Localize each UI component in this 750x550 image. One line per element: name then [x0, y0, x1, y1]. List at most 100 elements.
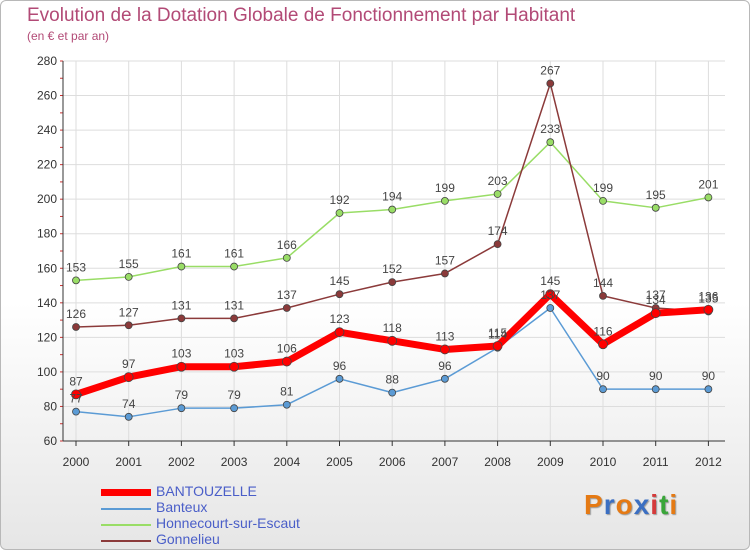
data-label-gonnelieu-2002: 131: [171, 298, 191, 312]
data-label-bantouzelle-2007: 113: [435, 329, 454, 343]
y-tick-label-180: 180: [37, 227, 57, 241]
data-label-honnecourt-sur-escaut-2004: 166: [277, 238, 297, 252]
point-honnecourt-sur-escaut-2008: [493, 190, 502, 198]
data-label-banteux-2010: 90: [596, 369, 610, 383]
data-label-bantouzelle-2004: 106: [277, 342, 297, 356]
legend-swatch-gonnelieu: [101, 540, 151, 542]
point-honnecourt-sur-escaut-2007: [440, 197, 449, 205]
data-label-gonnelieu-2005: 145: [329, 274, 349, 288]
point-banteux-2005: [335, 374, 344, 383]
point-honnecourt-sur-escaut-2010: [599, 197, 607, 205]
x-tick-label-2008: 2008: [484, 455, 511, 469]
x-tick-label-2011: 2011: [643, 455, 669, 469]
data-label-honnecourt-sur-escaut-2002: 161: [171, 247, 191, 261]
data-label-banteux-2006: 88: [386, 373, 400, 387]
point-bantouzelle-2006: [387, 335, 398, 346]
point-banteux-2004: [282, 400, 291, 409]
point-gonnelieu-2008: [493, 240, 502, 248]
point-banteux-2001: [124, 412, 133, 421]
data-label-honnecourt-sur-escaut-2006: 194: [382, 190, 402, 204]
x-tick-label-2005: 2005: [326, 455, 353, 469]
data-label-honnecourt-sur-escaut-2007: 199: [435, 181, 455, 195]
point-bantouzelle-2003: [229, 361, 240, 372]
x-tick-label-2012: 2012: [695, 455, 722, 469]
y-tick-label-260: 260: [37, 89, 57, 103]
point-honnecourt-sur-escaut-2009: [546, 138, 555, 147]
point-bantouzelle-2007: [439, 344, 450, 355]
y-tick-label-60: 60: [44, 434, 58, 448]
legend-label-bantouzelle: BANTOUZELLE: [156, 483, 257, 499]
legend-swatch-bantouzelle: [101, 489, 151, 496]
y-tick-label-160: 160: [37, 261, 57, 275]
point-honnecourt-sur-escaut-2005: [335, 209, 344, 217]
point-bantouzelle-2002: [176, 361, 187, 372]
point-banteux-2007: [440, 374, 449, 383]
data-label-banteux-2011: 90: [649, 369, 663, 383]
point-honnecourt-sur-escaut-2001: [124, 273, 133, 281]
point-banteux-2006: [388, 388, 397, 397]
data-label-gonnelieu-2012: 135: [698, 291, 718, 305]
data-label-banteux-2001: 74: [122, 397, 136, 411]
data-label-banteux-2009: 137: [540, 288, 560, 302]
point-gonnelieu-2006: [388, 278, 397, 286]
point-gonnelieu-2002: [177, 314, 186, 323]
data-label-bantouzelle-2010: 116: [593, 324, 612, 338]
data-label-bantouzelle-2003: 103: [224, 347, 244, 361]
point-honnecourt-sur-escaut-2006: [388, 205, 397, 214]
point-banteux-2009: [546, 304, 555, 312]
y-tick-label-120: 120: [37, 330, 57, 344]
x-tick-label-2009: 2009: [537, 455, 564, 469]
point-bantouzelle-2009: [545, 289, 556, 300]
legend-label-banteux: Banteux: [156, 499, 208, 515]
data-label-bantouzelle-2012: 136: [698, 290, 718, 304]
point-banteux-2002: [177, 404, 186, 413]
point-banteux-2012: [704, 385, 713, 394]
data-label-banteux-2005: 96: [333, 359, 347, 373]
data-label-banteux-2007: 96: [438, 359, 452, 373]
data-label-gonnelieu-2003: 131: [224, 298, 244, 312]
legend-swatch-banteux: [101, 508, 151, 510]
data-label-bantouzelle-2001: 97: [122, 357, 136, 371]
data-label-gonnelieu-2007: 157: [435, 253, 455, 267]
point-honnecourt-sur-escaut-2002: [177, 262, 186, 271]
data-label-banteux-2012: 90: [702, 369, 716, 383]
point-banteux-2011: [651, 385, 660, 394]
legend-swatch-honnecourt: [101, 524, 151, 526]
point-honnecourt-sur-escaut-2012: [704, 193, 713, 202]
data-label-honnecourt-sur-escaut-2010: 199: [593, 181, 613, 195]
data-label-gonnelieu-2004: 137: [277, 288, 297, 302]
data-label-banteux-2008: 114: [488, 328, 507, 342]
data-label-gonnelieu-2001: 127: [119, 305, 139, 319]
data-label-bantouzelle-2009: 145: [540, 274, 560, 288]
point-banteux-2003: [230, 404, 239, 413]
point-honnecourt-sur-escaut-2003: [230, 262, 239, 271]
data-label-honnecourt-sur-escaut-2009: 233: [540, 122, 560, 136]
y-tick-label-220: 220: [37, 158, 57, 172]
data-label-honnecourt-sur-escaut-2011: 195: [646, 188, 666, 202]
point-bantouzelle-2010: [598, 339, 608, 350]
x-tick-label-2010: 2010: [590, 455, 617, 469]
point-gonnelieu-2007: [440, 269, 449, 278]
x-tick-label-2000: 2000: [63, 455, 90, 469]
point-gonnelieu-2009: [546, 79, 555, 88]
y-tick-label-280: 280: [37, 54, 57, 68]
data-label-banteux-2004: 81: [280, 385, 294, 399]
data-label-honnecourt-sur-escaut-2001: 155: [119, 257, 139, 271]
y-tick-label-80: 80: [44, 399, 58, 413]
data-label-gonnelieu-2011: 137: [646, 288, 666, 302]
x-tick-label-2002: 2002: [168, 455, 195, 469]
point-gonnelieu-2000: [72, 323, 80, 331]
data-label-bantouzelle-2002: 103: [171, 347, 191, 361]
y-tick-label-100: 100: [37, 365, 57, 379]
point-gonnelieu-2003: [230, 314, 239, 323]
legend-label-gonnelieu: Gonnelieu: [156, 531, 220, 547]
legend-label-honnecourt: Honnecourt-sur-Escaut: [156, 515, 300, 531]
point-bantouzelle-2004: [281, 356, 292, 367]
point-gonnelieu-2005: [335, 290, 344, 299]
x-tick-label-2004: 2004: [273, 455, 300, 469]
data-label-gonnelieu-2000: 126: [66, 307, 86, 321]
point-honnecourt-sur-escaut-2011: [651, 203, 660, 212]
data-label-gonnelieu-2009: 267: [540, 63, 560, 77]
point-honnecourt-sur-escaut-2004: [282, 254, 291, 262]
data-label-gonnelieu-2010: 144: [593, 276, 613, 290]
